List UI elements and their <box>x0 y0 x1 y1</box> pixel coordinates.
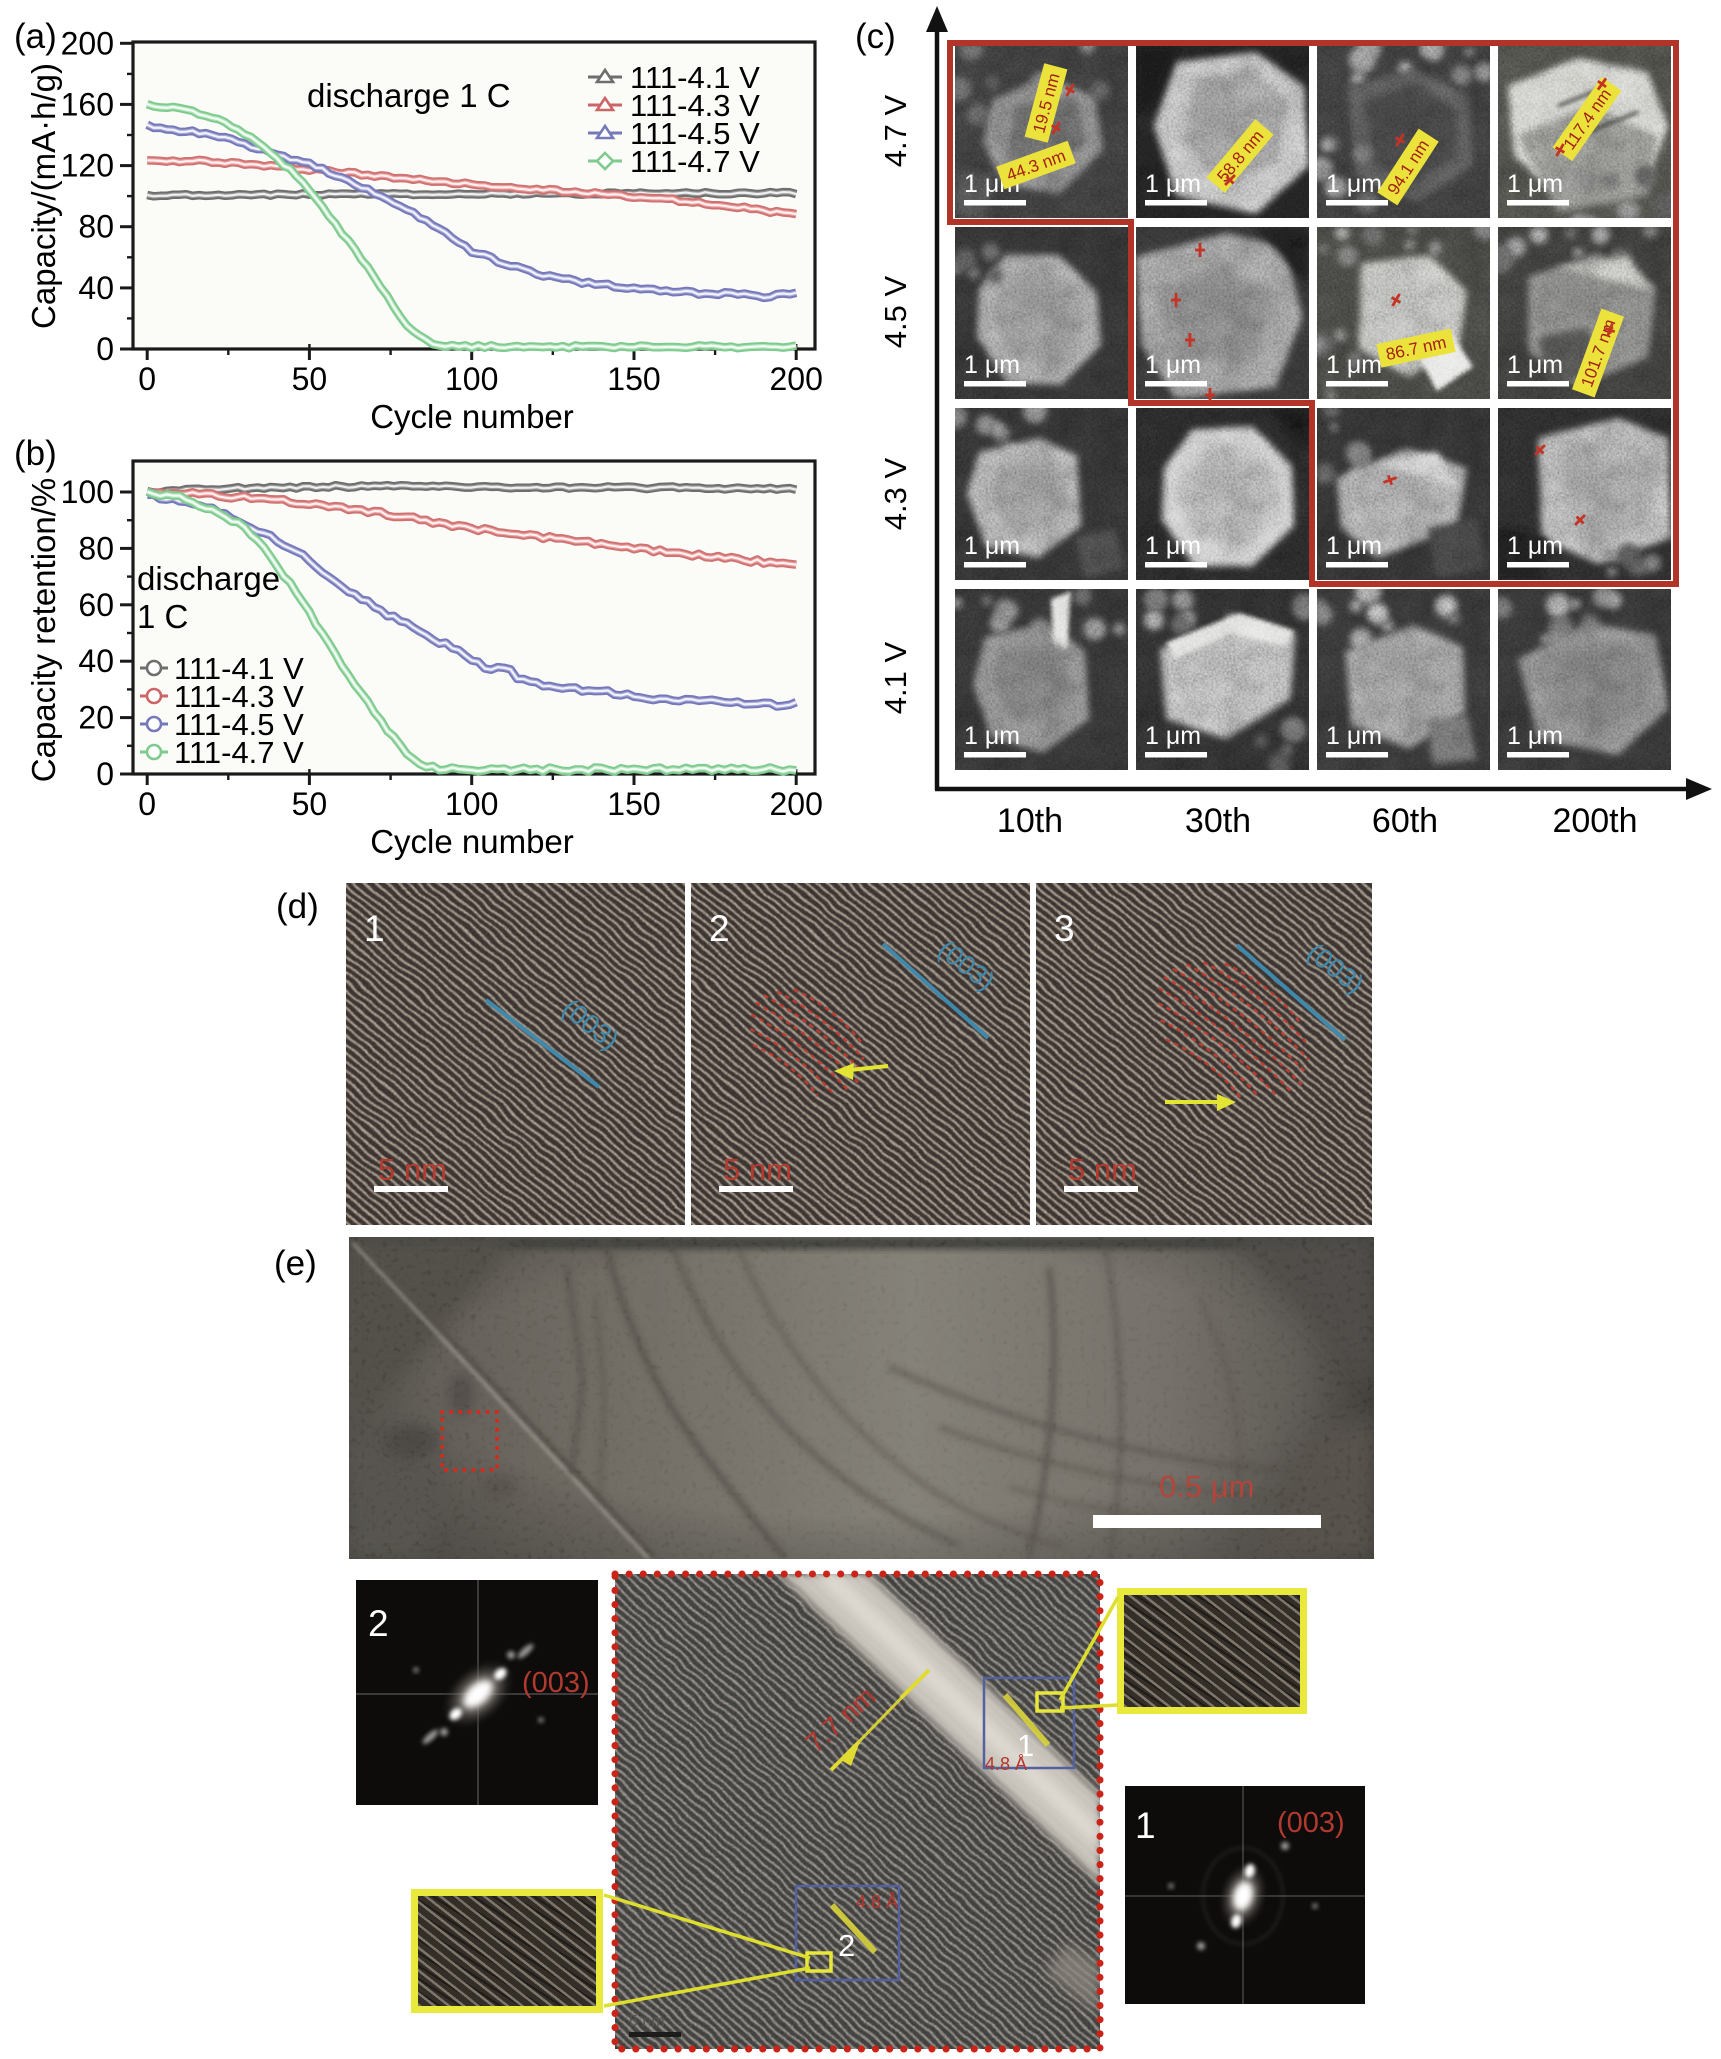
svg-text:100: 100 <box>445 361 498 397</box>
svg-text:1 μm: 1 μm <box>1145 170 1201 198</box>
svg-text:(003): (003) <box>932 934 1000 996</box>
svg-text:0: 0 <box>96 756 114 792</box>
svg-text:5 nm: 5 nm <box>723 1152 792 1187</box>
svg-text:3: 3 <box>1054 908 1075 949</box>
svg-text:200: 200 <box>770 786 823 822</box>
svg-text:60th: 60th <box>1372 802 1438 840</box>
svg-text:(003): (003) <box>1277 1807 1345 1839</box>
svg-text:1: 1 <box>364 908 385 949</box>
svg-text:1 μm: 1 μm <box>1145 722 1201 750</box>
svg-text:80: 80 <box>78 530 114 566</box>
svg-text:0: 0 <box>138 786 156 822</box>
svg-text:20: 20 <box>78 700 114 736</box>
svg-text:58.8 nm: 58.8 nm <box>1213 127 1267 186</box>
svg-text:(003): (003) <box>556 993 624 1055</box>
svg-text:2: 2 <box>368 1603 389 1644</box>
svg-text:200: 200 <box>61 25 114 61</box>
svg-text:117.4 nm: 117.4 nm <box>1560 85 1615 153</box>
svg-text:1 μm: 1 μm <box>964 351 1020 379</box>
svg-text:111-4.5 V: 111-4.5 V <box>630 116 760 151</box>
svg-text:4.1 V: 4.1 V <box>878 641 913 714</box>
svg-text:80: 80 <box>78 209 114 245</box>
svg-text:4.5 V: 4.5 V <box>878 275 913 348</box>
svg-text:10th: 10th <box>997 802 1063 840</box>
svg-text:40: 40 <box>78 643 114 679</box>
svg-text:150: 150 <box>607 361 660 397</box>
svg-text:1 μm: 1 μm <box>1145 351 1201 379</box>
svg-text:60: 60 <box>78 587 114 623</box>
svg-text:200th: 200th <box>1552 802 1637 840</box>
svg-text:(003): (003) <box>1301 937 1369 999</box>
svg-text:111-4.7 V: 111-4.7 V <box>174 735 304 770</box>
svg-text:(003): (003) <box>522 1667 590 1699</box>
svg-text:Capacity/(mA·h/g): Capacity/(mA·h/g) <box>25 63 62 329</box>
svg-text:1 μm: 1 μm <box>1326 170 1382 198</box>
svg-text:4.8 Å: 4.8 Å <box>985 1754 1027 1774</box>
svg-text:40: 40 <box>78 270 114 306</box>
svg-text:111-4.1 V: 111-4.1 V <box>630 60 760 95</box>
svg-text:5 nm: 5 nm <box>1068 1152 1137 1187</box>
svg-text:101.7 nm: 101.7 nm <box>1577 317 1619 390</box>
svg-text:1 μm: 1 μm <box>964 722 1020 750</box>
svg-text:111-4.5 V: 111-4.5 V <box>174 707 304 742</box>
svg-text:150: 150 <box>607 786 660 822</box>
svg-text:1 μm: 1 μm <box>1145 532 1201 560</box>
svg-text:1 μm: 1 μm <box>1507 351 1563 379</box>
svg-text:44.3 nm: 44.3 nm <box>1004 146 1068 185</box>
svg-text:100: 100 <box>61 474 114 510</box>
svg-text:(a): (a) <box>14 17 57 56</box>
svg-text:(d): (d) <box>276 887 319 926</box>
svg-text:Cycle number: Cycle number <box>370 398 574 435</box>
svg-text:4.8 Å: 4.8 Å <box>856 1892 898 1912</box>
svg-text:5 nm: 5 nm <box>629 2013 665 2030</box>
svg-text:111-4.3 V: 111-4.3 V <box>174 679 304 714</box>
svg-text:Capacity retention/%: Capacity retention/% <box>25 478 62 783</box>
svg-text:100: 100 <box>445 786 498 822</box>
svg-text:111-4.3 V: 111-4.3 V <box>630 88 760 123</box>
svg-text:50: 50 <box>292 361 328 397</box>
svg-text:2: 2 <box>709 908 730 949</box>
svg-text:1 μm: 1 μm <box>1507 722 1563 750</box>
svg-text:160: 160 <box>61 86 114 122</box>
svg-text:111-4.7 V: 111-4.7 V <box>630 144 760 179</box>
svg-text:discharge: discharge <box>137 560 280 597</box>
svg-text:120: 120 <box>61 148 114 184</box>
svg-text:0: 0 <box>138 361 156 397</box>
svg-text:1 μm: 1 μm <box>1326 532 1382 560</box>
svg-text:1 μm: 1 μm <box>1507 532 1563 560</box>
svg-text:Cycle number: Cycle number <box>370 823 574 860</box>
svg-text:1 μm: 1 μm <box>964 532 1020 560</box>
svg-text:5 nm: 5 nm <box>378 1152 447 1187</box>
svg-text:4.7 V: 4.7 V <box>878 94 913 167</box>
svg-text:111-4.1 V: 111-4.1 V <box>174 651 304 686</box>
svg-text:1 μm: 1 μm <box>1326 351 1382 379</box>
svg-text:1 C: 1 C <box>137 598 188 635</box>
svg-text:50: 50 <box>292 786 328 822</box>
svg-text:(b): (b) <box>14 434 57 473</box>
svg-text:200: 200 <box>770 361 823 397</box>
svg-text:0.5 μm: 0.5 μm <box>1159 1469 1254 1504</box>
svg-text:30th: 30th <box>1185 802 1251 840</box>
svg-text:1: 1 <box>1017 1728 1034 1763</box>
svg-text:2: 2 <box>838 1928 855 1963</box>
svg-text:0: 0 <box>96 331 114 367</box>
svg-text:1 μm: 1 μm <box>1507 170 1563 198</box>
svg-text:4.3 V: 4.3 V <box>878 457 913 530</box>
svg-text:discharge 1 C: discharge 1 C <box>307 77 511 114</box>
svg-text:1 μm: 1 μm <box>1326 722 1382 750</box>
svg-text:1: 1 <box>1135 1805 1156 1846</box>
svg-text:(c): (c) <box>855 17 896 56</box>
